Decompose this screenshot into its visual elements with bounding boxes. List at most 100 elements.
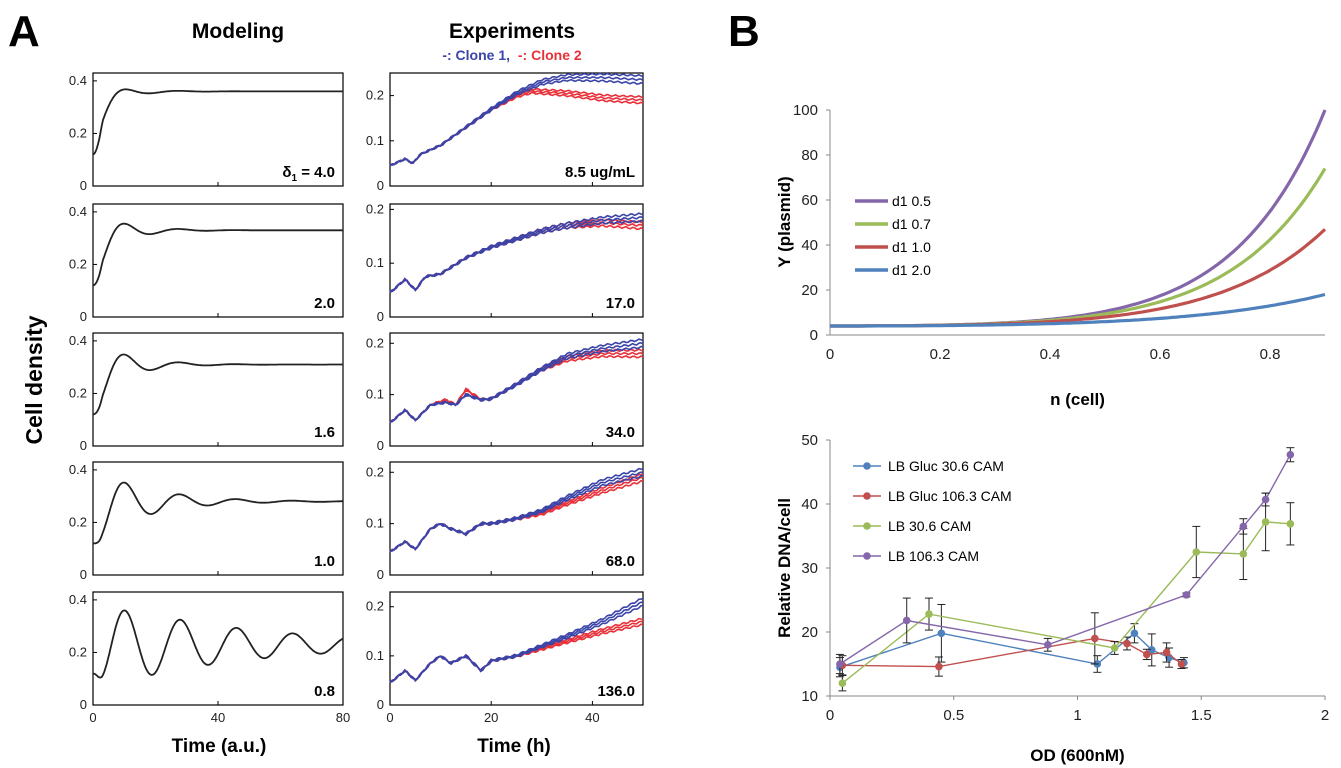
dna-point bbox=[1110, 644, 1119, 652]
plasmid-ytick-label: 0 bbox=[810, 327, 818, 344]
experiments-ytick-label: 0.2 bbox=[366, 335, 384, 350]
modeling-xtick-label: 40 bbox=[211, 710, 225, 725]
plasmid-xlabel: n (cell) bbox=[1050, 390, 1105, 409]
dna-point bbox=[1143, 650, 1151, 659]
dna-legend-marker bbox=[863, 552, 871, 560]
experiments-xtick-label: 40 bbox=[585, 710, 599, 725]
clone2-trace bbox=[389, 617, 644, 683]
modeling-ytick-label: 0.4 bbox=[69, 204, 87, 219]
dna-xtick-label: 0.5 bbox=[943, 707, 964, 724]
experiments-frame bbox=[389, 203, 644, 318]
dna-point bbox=[1239, 550, 1248, 558]
modeling-ytick-label: 0 bbox=[80, 438, 87, 453]
clone2-trace bbox=[389, 479, 644, 553]
plasmid-xtick-label: 0.2 bbox=[930, 346, 951, 363]
modeling-subplot-2: 0 0.2 0.4 2.0 bbox=[69, 203, 344, 324]
clone-legend: -: Clone 1, -: Clone 2 bbox=[442, 47, 582, 63]
clone2-trace bbox=[389, 221, 644, 293]
experiments-ytick-label: 0 bbox=[377, 697, 384, 712]
clone2-trace bbox=[389, 351, 644, 423]
plasmid-legend-label: d1 2.0 bbox=[892, 262, 931, 278]
dna-xtick-label: 1.5 bbox=[1191, 707, 1212, 724]
modeling-subplot-5: 0 0.2 0.4 0 40 800.8 bbox=[69, 591, 350, 725]
dna-point bbox=[1192, 548, 1201, 556]
dna-point bbox=[1123, 639, 1131, 648]
clone2-trace bbox=[389, 224, 644, 294]
dna-point bbox=[1261, 518, 1270, 526]
experiments-ytick-label: 0 bbox=[377, 567, 384, 582]
plasmid-xtick-label: 0.8 bbox=[1260, 346, 1281, 363]
delta-value: = 4.0 bbox=[297, 164, 335, 181]
dna-xlabel: OD (600nM) bbox=[1030, 746, 1124, 765]
clone1-trace bbox=[389, 471, 644, 552]
dna-legend-marker bbox=[863, 492, 871, 500]
dna-ytick-label: 50 bbox=[801, 432, 818, 449]
experiments-conc-label: 68.0 bbox=[606, 553, 635, 570]
dna-legend-label: LB Gluc 106.3 CAM bbox=[888, 488, 1012, 504]
dna-series-line bbox=[841, 521, 1291, 684]
clone1-trace bbox=[389, 215, 644, 293]
modeling-curve bbox=[92, 609, 344, 679]
dna-xtick-label: 0 bbox=[826, 707, 834, 724]
modeling-subplot-3: 0 0.2 0.4 1.6 bbox=[69, 332, 344, 453]
clone1-trace bbox=[389, 598, 644, 683]
experiments-subplot-5: 0 0.1 0.2 0 20 40 136.0 bbox=[366, 591, 644, 725]
experiments-subplot-3: 0 0.1 0.2 34.0 bbox=[366, 332, 644, 453]
experiments-ytick-label: 0 bbox=[377, 438, 384, 453]
modeling-frame bbox=[92, 203, 344, 318]
dna-point bbox=[1182, 591, 1191, 599]
dna-ylabel: Relative DNA/cell bbox=[775, 498, 794, 638]
clone2-trace bbox=[389, 91, 644, 167]
modeling-subplots: 00.20.4δ1 = 4.000.20.42.000.20.41.600.20… bbox=[69, 72, 350, 725]
modeling-ytick-label: 0.2 bbox=[69, 644, 87, 659]
modeling-ytick-label: 0.2 bbox=[69, 125, 87, 140]
cell-density-label: Cell density bbox=[21, 315, 47, 444]
experiments-ytick-label: 0.1 bbox=[366, 516, 384, 531]
experiments-conc-label: 8.5 ug/mL bbox=[565, 164, 635, 181]
experiments-ytick-label: 0 bbox=[377, 178, 384, 193]
experiments-ytick-label: 0.2 bbox=[366, 88, 384, 103]
dna-point bbox=[836, 660, 844, 668]
modeling-ytick-label: 0.2 bbox=[69, 514, 87, 529]
experiments-xlabel: Time (h) bbox=[477, 736, 551, 757]
dna-ytick-label: 30 bbox=[801, 560, 818, 577]
plasmid-ytick-label: 40 bbox=[801, 237, 818, 254]
modeling-param-label: 1.6 bbox=[314, 424, 335, 441]
modeling-curve bbox=[92, 222, 343, 287]
experiments-frame bbox=[389, 332, 644, 447]
clone2-trace bbox=[389, 218, 644, 293]
modeling-frame bbox=[92, 332, 344, 447]
dna-point bbox=[838, 679, 847, 687]
modeling-ytick-label: 0.4 bbox=[69, 462, 87, 477]
modeling-subplot-1: 0 0.2 0.4 δ1 = 4.0 bbox=[69, 72, 344, 193]
dna-point bbox=[1177, 660, 1186, 668]
modeling-xtick-label: 80 bbox=[336, 710, 350, 725]
delta-symbol: δ bbox=[282, 164, 291, 181]
experiments-subplot-1: 0 0.1 0.2 8.5 ug/mL bbox=[366, 72, 644, 193]
clone2-trace bbox=[389, 87, 644, 166]
modeling-ytick-label: 0.4 bbox=[69, 73, 87, 88]
dna-legend-label: LB 30.6 CAM bbox=[888, 518, 971, 534]
plasmid-ytick-label: 100 bbox=[793, 102, 818, 119]
plasmid-ytick-label: 20 bbox=[801, 282, 818, 299]
modeling-xlabel: Time (a.u.) bbox=[172, 736, 267, 757]
clone1-trace bbox=[389, 75, 644, 166]
clone2-legend-text: -: Clone 2 bbox=[518, 47, 582, 63]
modeling-frame bbox=[92, 591, 344, 706]
plasmid-legend-label: d1 1.0 bbox=[892, 239, 931, 255]
experiments-ytick-label: 0.1 bbox=[366, 387, 384, 402]
experiments-subplot-2: 0 0.1 0.2 17.0 bbox=[366, 201, 644, 324]
experiments-ytick-label: 0.2 bbox=[366, 464, 384, 479]
dna-point bbox=[1261, 495, 1270, 504]
dna-point bbox=[1147, 646, 1156, 654]
modeling-param-label: 2.0 bbox=[314, 295, 335, 312]
plasmid-chart: 0 20 40 60 80 100 0 0.2 0.4 0.6 0.8 n (cell) Y (plas… bbox=[775, 102, 1327, 409]
plasmid-ylabel: Y (plasmid) bbox=[775, 176, 794, 267]
dna-legend-marker bbox=[863, 462, 871, 470]
dna-point bbox=[1044, 641, 1052, 649]
experiments-frame bbox=[389, 72, 644, 187]
panel-letter-b: B bbox=[728, 7, 760, 56]
dna-point bbox=[1130, 629, 1139, 638]
clone2-trace bbox=[389, 620, 644, 683]
